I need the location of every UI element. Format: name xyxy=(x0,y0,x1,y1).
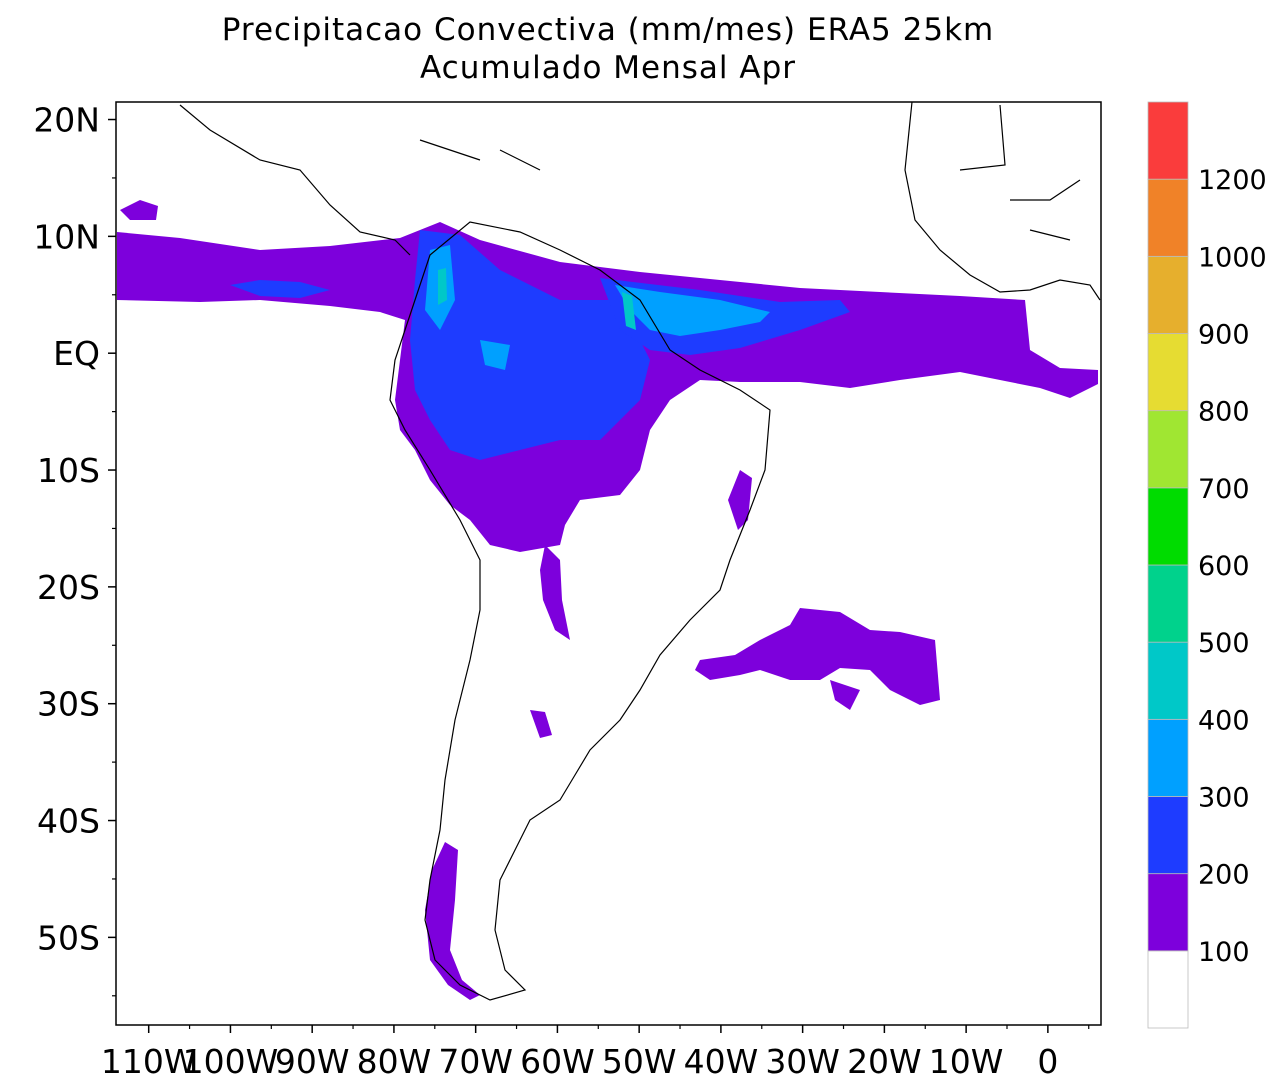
precipitation-field xyxy=(117,200,1098,1000)
lon-tick-label: 10W xyxy=(929,1042,1004,1080)
bolivia-lobe xyxy=(540,545,570,640)
lat-tick-label: 40S xyxy=(37,802,100,841)
colorbar-label: 1200 xyxy=(1198,165,1267,196)
south-america-outline xyxy=(389,221,771,1001)
lat-tick-label: 20S xyxy=(37,568,100,607)
colorbar-label: 700 xyxy=(1198,474,1250,505)
colorbar-label: 200 xyxy=(1198,860,1250,891)
amazon-level2 xyxy=(410,230,650,460)
colorbar: 100 200 300 400 500 600 700 800 900 1000 1200 xyxy=(1147,101,1267,1029)
lon-tick-label: 60W xyxy=(520,1042,595,1080)
lat-tick-label: 20N xyxy=(33,101,100,140)
lon-tick-label: 80W xyxy=(357,1042,432,1080)
colorbar-swatch xyxy=(1147,641,1189,720)
coastline xyxy=(179,101,1101,1001)
guiana-level4 xyxy=(622,292,636,330)
pacific-level2 xyxy=(230,280,330,298)
lat-tick-label: 50S xyxy=(37,918,100,957)
lon-tick-label: 110W xyxy=(101,1042,197,1080)
colorbar-swatch xyxy=(1147,950,1189,1029)
lon-tick-label: 20W xyxy=(847,1042,922,1080)
uruguay-blob xyxy=(530,710,552,738)
lat-tick-label: 10N xyxy=(33,217,100,256)
colorbar-swatch xyxy=(1147,564,1189,643)
chart-title: Precipitacao Convectiva (mm/mes) ERA5 25… xyxy=(221,12,995,48)
colorbar-label: 100 xyxy=(1198,937,1250,968)
itcz-west-blob xyxy=(120,200,158,220)
lon-tick-label: 50W xyxy=(602,1042,677,1080)
colorbar-label: 800 xyxy=(1198,397,1250,428)
amazon-level3 xyxy=(480,340,510,370)
caribbean-islands xyxy=(419,139,541,171)
colorbar-swatch xyxy=(1147,873,1189,952)
colorbar-swatch xyxy=(1147,101,1189,180)
lon-tick-label: 0 xyxy=(1037,1042,1058,1080)
north-africa-outline xyxy=(904,101,1101,301)
lon-tick-label: 40W xyxy=(684,1042,759,1080)
colorbar-swatch xyxy=(1147,487,1189,566)
colorbar-label: 900 xyxy=(1198,320,1250,351)
chart-subtitle: Acumulado Mensal Apr xyxy=(419,50,796,86)
colorbar-swatch xyxy=(1147,333,1189,412)
colombia-level4 xyxy=(438,268,447,305)
colorbar-swatch xyxy=(1147,178,1189,257)
south-atlantic-blob-1 xyxy=(695,608,940,705)
map-frame xyxy=(115,101,1102,1026)
colorbar-swatch xyxy=(1147,718,1189,797)
africa-borders xyxy=(959,104,1081,241)
colorbar-label: 500 xyxy=(1198,628,1250,659)
lon-tick-label: 100W xyxy=(183,1042,279,1080)
south-atlantic-blob-2 xyxy=(830,680,860,710)
colorbar-label: 300 xyxy=(1198,783,1250,814)
colorbar-label: 400 xyxy=(1198,705,1250,736)
colorbar-swatch xyxy=(1147,255,1189,334)
lat-tick-label: 30S xyxy=(37,685,100,724)
lat-tick-label: EQ xyxy=(53,334,100,373)
lon-tick-label: 30W xyxy=(765,1042,840,1080)
brazil-coast-strip xyxy=(728,470,752,530)
central-america-outline xyxy=(179,104,411,256)
colorbar-label: 1000 xyxy=(1198,242,1267,273)
colorbar-label: 600 xyxy=(1198,551,1250,582)
lon-tick-label: 70W xyxy=(438,1042,513,1080)
colorbar-swatch xyxy=(1147,796,1189,875)
patagonia-coast xyxy=(425,842,480,1000)
lat-tick-label: 10S xyxy=(37,451,100,490)
colorbar-swatch xyxy=(1147,410,1189,489)
lon-tick-label: 90W xyxy=(275,1042,350,1080)
